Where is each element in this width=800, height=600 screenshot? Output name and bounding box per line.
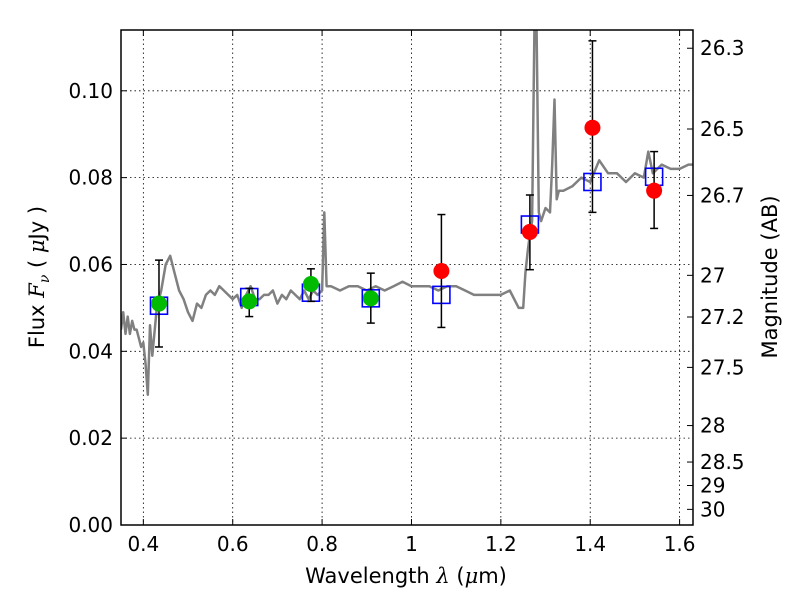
- y-tick-label: 0.08: [68, 166, 113, 190]
- x-tick-label: 1.6: [664, 532, 696, 556]
- x-tick-label: 1.4: [574, 532, 606, 556]
- y-tick-label: 0.10: [68, 79, 113, 103]
- mag-tick-label: 27.2: [700, 305, 745, 329]
- mag-tick-label: 26.5: [700, 117, 745, 141]
- model-sed-line: [121, 30, 693, 396]
- y2-axis-title: Magnitude (AB): [758, 195, 782, 358]
- mag-tick-label: 29: [700, 473, 725, 497]
- y-tick-label: 0.06: [68, 252, 113, 276]
- mag-tick-label: 26.7: [700, 183, 745, 207]
- grid: [121, 30, 693, 525]
- ir-point: [433, 262, 450, 279]
- mag-tick-label: 28: [700, 414, 725, 438]
- plot-area: [121, 30, 693, 396]
- plot-frame: [120, 29, 694, 526]
- mag-tick-label: 28.5: [700, 450, 745, 474]
- y-axis-title: Flux Fν ( μJy ): [25, 206, 53, 348]
- mag-tick-label: 26.3: [700, 36, 745, 60]
- y-tick-label: 0.04: [68, 339, 113, 363]
- mag-tick-label: 27: [700, 263, 725, 287]
- ir-point: [521, 223, 538, 240]
- ir-point: [646, 182, 663, 199]
- y-tick-label: 0.00: [68, 513, 113, 537]
- detection-point: [362, 290, 379, 307]
- mag-tick-label: 30: [700, 497, 725, 521]
- x-tick-label: 1: [405, 532, 418, 556]
- x-tick-label: 0.8: [306, 532, 338, 556]
- mag-tick-label: 27.5: [700, 355, 745, 379]
- detection-point: [150, 295, 167, 312]
- x-tick-label: 0.4: [127, 532, 159, 556]
- detection-point: [241, 293, 258, 310]
- detection-point: [302, 276, 319, 293]
- y-tick-label: 0.02: [68, 426, 113, 450]
- axes: 0.4 0.6 0.8 1 1.2 1.4 1.6 0.00 0.02 0.04 0.06 0.08 0…: [68, 30, 745, 556]
- x-axis-title: Wavelength λ (μm): [305, 564, 507, 588]
- x-tick-label: 0.6: [217, 532, 249, 556]
- ir-point: [584, 119, 601, 136]
- x-tick-label: 1.2: [485, 532, 517, 556]
